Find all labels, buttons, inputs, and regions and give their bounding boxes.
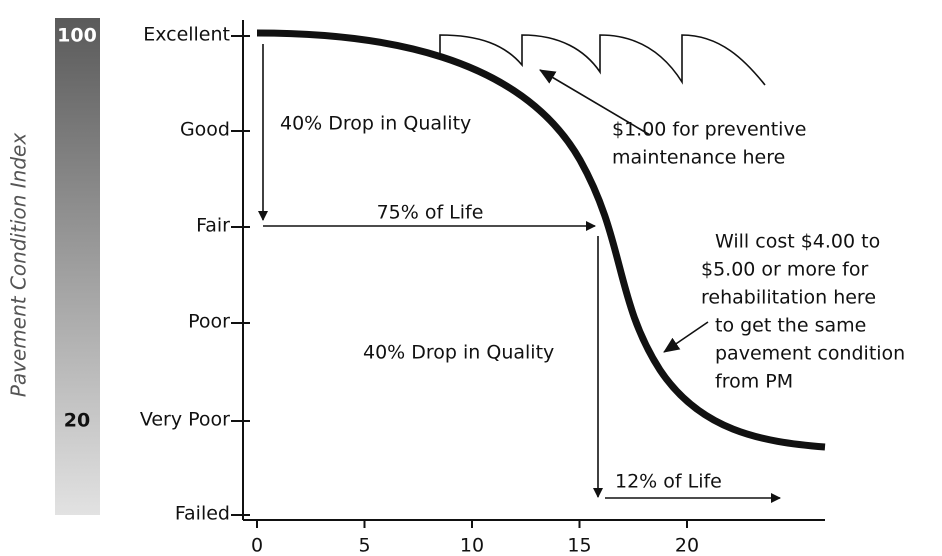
arrow — [663, 321, 709, 353]
y-level-label: Very Poor — [140, 409, 230, 431]
annotation: 75% of Life — [377, 202, 484, 224]
annotation: maintenance here — [612, 147, 785, 169]
annotation: pavement condition — [715, 343, 905, 365]
condition-curve — [256, 29, 826, 451]
x-tick-label: 5 — [358, 535, 370, 556]
axes — [242, 20, 825, 521]
bar-low-label: 20 — [64, 410, 90, 432]
x-tick-label: 15 — [567, 535, 591, 556]
index-bar — [55, 18, 100, 515]
y-level-label: Excellent — [143, 24, 230, 46]
preventive-sawtooth — [439, 34, 766, 86]
annotation: $1.00 for preventive — [612, 119, 806, 141]
bar-top-label: 100 — [57, 25, 97, 47]
x-tick-label: 0 — [251, 535, 263, 556]
y-level-label: Good — [180, 119, 230, 141]
annotation: 12% of Life — [615, 471, 722, 493]
annotation: Will cost $4.00 to — [715, 231, 880, 253]
y-level-label: Failed — [175, 503, 230, 525]
annotation: rehabilitation here — [701, 287, 876, 309]
annotation: from PM — [715, 371, 793, 393]
annotation: to get the same — [715, 315, 866, 337]
y-level-label: Poor — [188, 311, 230, 333]
annotation: 40% Drop in Quality — [280, 113, 471, 135]
annotation: 40% Drop in Quality — [363, 342, 554, 364]
y-axis-title: Pavement Condition Index — [7, 133, 31, 397]
annotation: $5.00 or more for — [701, 259, 868, 281]
arrow — [539, 69, 651, 136]
x-tick-label: 10 — [460, 535, 484, 556]
y-level-label: Fair — [196, 215, 230, 237]
x-tick-label: 20 — [675, 535, 699, 556]
